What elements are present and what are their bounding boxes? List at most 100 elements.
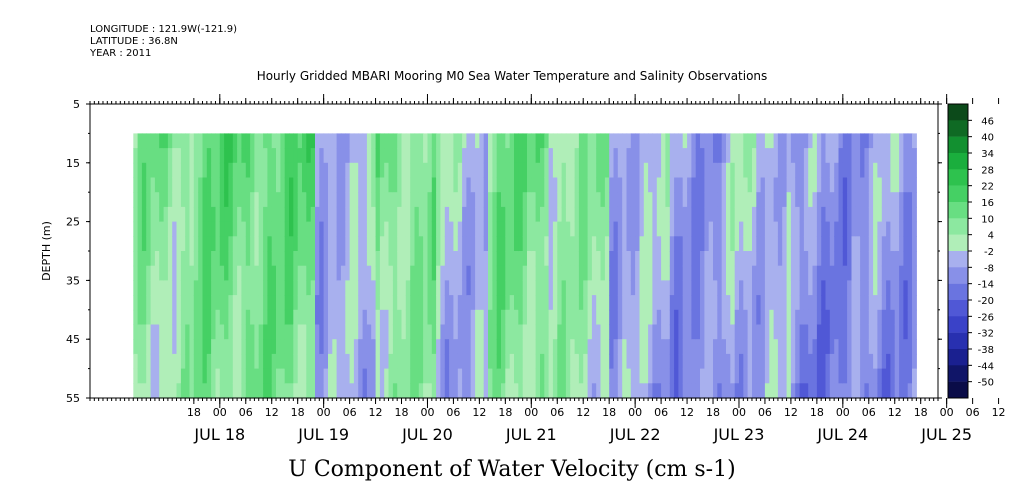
heatmap-cell (795, 236, 801, 252)
heatmap-cell (648, 192, 653, 208)
heatmap-cell (315, 192, 320, 208)
heatmap-cell (630, 339, 636, 355)
heatmap-cell (834, 295, 840, 311)
heatmap-cell (643, 221, 649, 237)
heatmap-cell (786, 177, 792, 193)
heatmap-cell (496, 265, 502, 281)
heatmap-cell (760, 162, 766, 179)
heatmap-cell (328, 148, 333, 164)
heatmap-cell (167, 162, 173, 179)
x-hour-label: 06 (446, 406, 460, 419)
colorbar-swatch (948, 283, 968, 301)
heatmap-cell (418, 339, 424, 355)
heatmap-cell (574, 148, 580, 164)
heatmap-cell (436, 383, 441, 399)
heatmap-cell (284, 236, 290, 252)
heatmap-cell (756, 206, 762, 223)
heatmap-cell (414, 353, 420, 370)
heatmap-cell (540, 324, 545, 340)
heatmap-cell (912, 324, 917, 340)
heatmap-cell (890, 221, 896, 237)
heatmap-cell (479, 206, 485, 223)
x-hour-label: 00 (213, 406, 227, 419)
heatmap-cell (721, 221, 727, 237)
heatmap-cell (250, 368, 255, 384)
heatmap-cell (881, 192, 887, 208)
heatmap-cell (328, 368, 333, 384)
heatmap-cell (379, 368, 385, 384)
heatmap-cell (574, 295, 580, 311)
heatmap-cell (323, 324, 329, 340)
heatmap-cell (777, 295, 783, 311)
heatmap-cell (189, 309, 195, 326)
heatmap-cell (847, 383, 852, 399)
heatmap-cell (648, 221, 653, 237)
heatmap-cell (782, 280, 788, 296)
heatmap-cell (193, 295, 199, 311)
heatmap-cell (457, 236, 463, 252)
heatmap-cell (825, 206, 831, 223)
heatmap-cell (436, 265, 441, 281)
heatmap-cell (609, 133, 615, 149)
heatmap-cell (505, 192, 511, 208)
heatmap-cell (349, 251, 355, 267)
heatmap-cell (639, 162, 645, 179)
heatmap-cell (877, 177, 883, 193)
heatmap-cell (903, 192, 909, 208)
heatmap-cell (548, 251, 554, 267)
heatmap-cell (864, 177, 870, 193)
heatmap-cell (172, 206, 178, 223)
heatmap-cell (219, 236, 225, 252)
heatmap-cell (622, 353, 628, 370)
heatmap-cell (280, 280, 286, 296)
heatmap-cell (453, 177, 459, 193)
heatmap-cell (241, 177, 247, 193)
heatmap-cell (332, 206, 338, 223)
heatmap-cell (405, 251, 411, 267)
heatmap-cell (319, 192, 325, 208)
heatmap-cell (475, 162, 480, 179)
heatmap-cell (302, 339, 307, 355)
heatmap-cell (626, 236, 632, 252)
heatmap-cell (704, 148, 710, 164)
heatmap-cell (202, 368, 208, 384)
heatmap-cell (522, 133, 528, 149)
heatmap-cell (436, 206, 441, 223)
heatmap-cell (141, 324, 147, 340)
heatmap-cell (180, 309, 186, 326)
heatmap-cell (799, 236, 805, 252)
heatmap-cell (678, 383, 684, 399)
heatmap-cell (674, 383, 679, 399)
heatmap-cell (353, 133, 359, 149)
heatmap-cell (470, 236, 476, 252)
heatmap-cell (678, 368, 684, 384)
heatmap-cell (648, 162, 653, 179)
heatmap-cell (782, 177, 788, 193)
heatmap-cell (392, 192, 398, 208)
heatmap-cell (756, 236, 762, 252)
heatmap-cell (565, 177, 571, 193)
heatmap-cell (713, 368, 718, 384)
heatmap-cell (726, 251, 731, 267)
heatmap-cell (548, 265, 554, 281)
heatmap-cell (561, 368, 567, 384)
heatmap-cell (483, 383, 489, 399)
heatmap-cell (224, 177, 229, 193)
heatmap-cell (669, 265, 675, 281)
heatmap-cell (457, 353, 463, 370)
heatmap-cell (643, 383, 649, 399)
heatmap-cell (695, 162, 701, 179)
heatmap-cell (890, 280, 896, 296)
heatmap-cell (514, 133, 519, 149)
heatmap-cell (193, 353, 199, 370)
heatmap-cell (449, 383, 454, 399)
heatmap-cell (475, 206, 480, 223)
heatmap-cell (816, 353, 822, 370)
heatmap-cell (193, 324, 199, 340)
heatmap-cell (336, 192, 342, 208)
heatmap-cell (276, 206, 281, 223)
heatmap-cell (851, 324, 857, 340)
heatmap-cell (241, 324, 247, 340)
heatmap-cell (622, 324, 628, 340)
heatmap-cell (609, 295, 615, 311)
